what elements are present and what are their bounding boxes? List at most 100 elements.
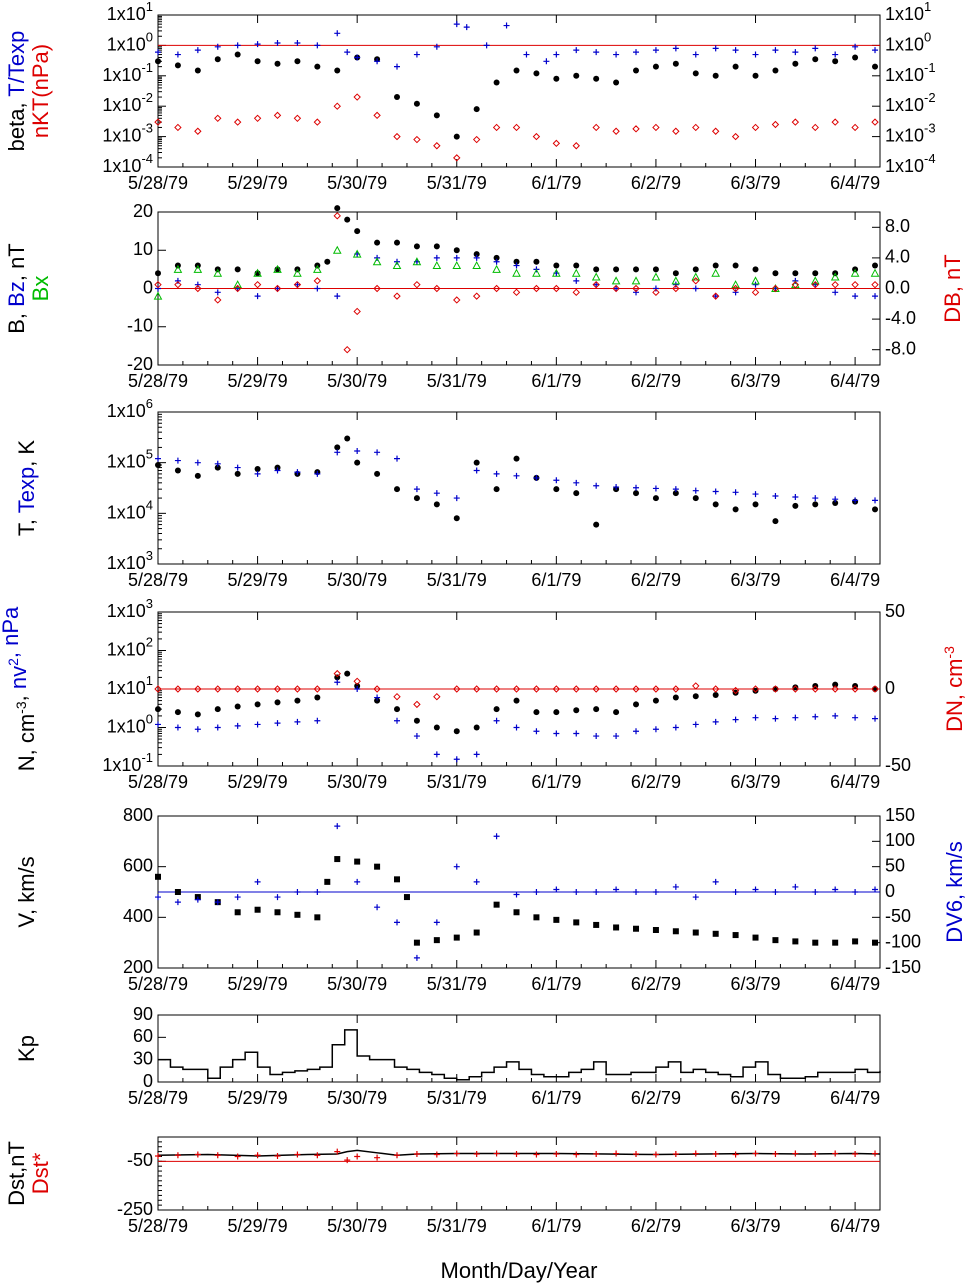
plot-frame (157, 1014, 881, 1083)
data-point (832, 1150, 839, 1157)
data-point (552, 284, 561, 293)
data-point (274, 39, 281, 46)
data-point (633, 49, 640, 56)
data-point (752, 72, 759, 79)
data-point (832, 886, 839, 893)
data-point (752, 281, 759, 288)
data-point (453, 133, 460, 140)
data-point (543, 58, 550, 65)
data-point (492, 284, 501, 293)
data-point (234, 703, 241, 710)
data-point (553, 886, 560, 893)
data-point (832, 939, 839, 946)
data-point (354, 686, 361, 692)
plot-frame (157, 14, 881, 168)
x-tick-label: 5/28/79 (128, 371, 188, 391)
data-point (751, 288, 760, 297)
y2-tick-label: 4.0 (885, 247, 910, 267)
y-tick-label: 1x100 (107, 712, 153, 736)
data-point (214, 1152, 221, 1159)
data-point (632, 284, 640, 293)
data-point (572, 288, 580, 297)
data-point (492, 685, 501, 693)
data-point (872, 715, 879, 722)
data-point (374, 58, 381, 65)
data-point (344, 216, 351, 223)
data-point (751, 685, 760, 693)
data-point (712, 1151, 719, 1158)
series-beta (155, 51, 879, 140)
data-point (533, 728, 540, 735)
y2-tick-label: 0 (885, 678, 895, 698)
x-tick-label: 6/4/79 (830, 371, 880, 391)
x-tick-label: 6/2/79 (631, 173, 681, 193)
data-point (791, 685, 800, 693)
data-point (314, 717, 321, 724)
data-point (294, 281, 301, 288)
data-point (314, 63, 321, 70)
data-point (652, 63, 659, 70)
data-point (692, 929, 699, 936)
data-point (552, 268, 561, 277)
data-point (214, 43, 221, 50)
data-point (812, 501, 819, 508)
data-point (433, 724, 440, 731)
x-tick-label: 5/28/79 (128, 570, 188, 590)
data-point (473, 1151, 480, 1158)
data-point (553, 262, 560, 269)
data-point (503, 22, 510, 29)
data-point (354, 1153, 361, 1160)
data-point (155, 721, 161, 728)
data-point (344, 1157, 351, 1164)
data-point (334, 30, 341, 37)
data-point (731, 284, 740, 293)
data-point (852, 497, 859, 504)
data-point (573, 707, 580, 714)
data-point (593, 889, 600, 895)
x-axis-label: Month/Day/Year (441, 1258, 598, 1283)
data-point (413, 100, 420, 107)
series-T (155, 435, 879, 528)
data-point (493, 1150, 500, 1157)
data-point (711, 292, 720, 300)
y-tick-label: -20 (127, 354, 153, 374)
data-point (812, 889, 819, 895)
y-tick-label: 1x10-3 (102, 121, 153, 145)
y-axis-label: T, Texp, K (14, 440, 39, 537)
data-point (613, 924, 620, 931)
data-point (294, 911, 301, 918)
x-tick-label: 6/3/79 (730, 1216, 780, 1236)
data-point (831, 685, 839, 693)
data-point (155, 1152, 161, 1159)
data-point (374, 470, 381, 477)
data-point (214, 464, 221, 471)
y-tick-label: -50 (127, 1150, 153, 1170)
x-tick-label: 6/2/79 (631, 570, 681, 590)
data-point (672, 928, 679, 935)
data-point (393, 692, 401, 701)
data-point (394, 876, 401, 883)
data-point (731, 686, 740, 695)
data-point (314, 1152, 321, 1159)
data-point (672, 486, 679, 493)
data-point (274, 909, 281, 916)
data-point (194, 711, 201, 718)
data-point (613, 886, 620, 893)
data-point (374, 449, 381, 456)
data-point (672, 60, 679, 67)
data-point (373, 685, 381, 693)
data-point (274, 720, 281, 727)
data-point (493, 486, 500, 493)
data-point (613, 266, 620, 273)
data-point (473, 467, 480, 474)
data-point (832, 681, 839, 688)
data-point (493, 706, 500, 713)
data-point (652, 495, 659, 502)
data-point (792, 270, 799, 277)
data-point (234, 909, 241, 916)
data-point (254, 58, 261, 65)
x-tick-label: 6/3/79 (730, 371, 780, 391)
data-point (313, 264, 322, 273)
data-point (631, 276, 641, 285)
data-point (872, 293, 879, 300)
